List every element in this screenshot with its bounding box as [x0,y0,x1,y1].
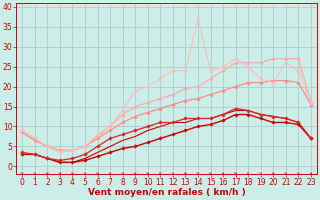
X-axis label: Vent moyen/en rafales ( km/h ): Vent moyen/en rafales ( km/h ) [88,188,245,197]
